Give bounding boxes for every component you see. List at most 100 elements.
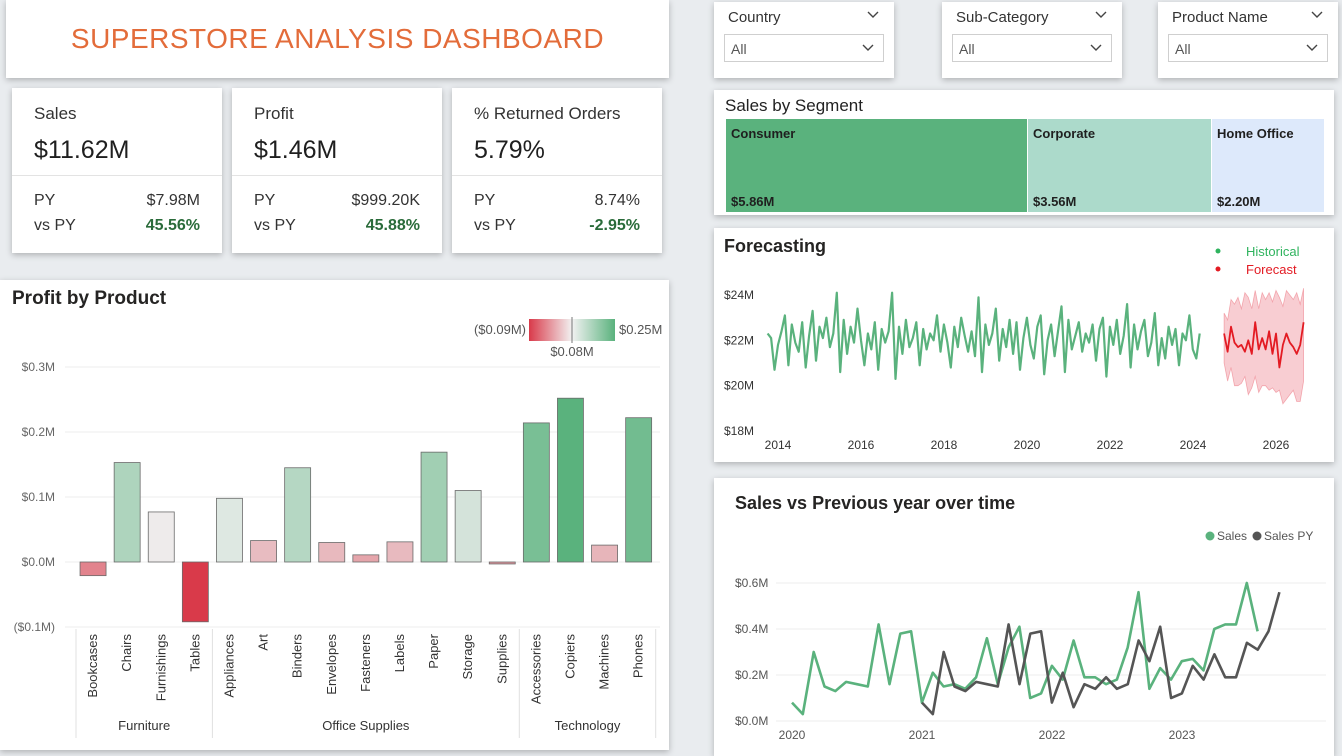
kpi-label: Sales [34, 104, 77, 123]
x-tick-label: Binders [290, 634, 305, 679]
x-tick-label: 2026 [1263, 438, 1290, 452]
kpi-py-label: PY [474, 192, 496, 209]
x-tick-label: 2021 [909, 728, 936, 742]
bar [591, 544, 618, 563]
x-tick-label: 2020 [779, 728, 806, 742]
bar [216, 497, 243, 563]
kpi-py-row: PY $7.98M [34, 192, 200, 210]
slicer-label: Country [728, 9, 781, 26]
dashboard-title: SUPERSTORE ANALYSIS DASHBOARD [70, 23, 605, 54]
kpi-label: % Returned Orders [474, 104, 621, 123]
chart-title: Sales vs Previous year over time [735, 493, 1016, 513]
kpi-divider [452, 175, 662, 176]
product-name-dropdown[interactable]: All [1168, 34, 1328, 62]
treemap-tile-corporate[interactable]: Corporate $3.56M [1028, 119, 1211, 212]
legend-sales-marker [1205, 531, 1215, 541]
x-tick-label: 2016 [848, 438, 875, 452]
bar [386, 541, 414, 563]
kpi-card-profit: Profit $1.46M PY $999.20K vs PY 45.88% [232, 88, 442, 253]
group-label: Furniture [118, 718, 170, 733]
kpi-py-row: PY 8.74% [474, 192, 640, 210]
tile-label: Corporate [1033, 126, 1096, 141]
kpi-vs-label: vs PY [34, 217, 76, 234]
chevron-down-icon[interactable] [1305, 41, 1319, 55]
x-tick-label: Fasteners [358, 634, 373, 692]
kpi-py-value: $999.20K [351, 192, 420, 209]
legend-historical-label: Historical [1246, 244, 1300, 259]
x-tick-label: 2022 [1039, 728, 1066, 742]
sales-py-line [921, 591, 1281, 716]
kpi-card-returned-orders: % Returned Orders 5.79% PY 8.74% vs PY -2.… [452, 88, 662, 253]
country-dropdown[interactable]: All [724, 34, 884, 62]
kpi-py-value: 8.74% [594, 192, 640, 209]
chevron-down-icon[interactable] [1094, 8, 1108, 22]
treemap-tile-consumer[interactable]: Consumer $5.86M [726, 119, 1027, 212]
chevron-down-icon[interactable] [1089, 41, 1103, 55]
x-tick-label: Copiers [562, 634, 577, 679]
x-tick-label: Envelopes [324, 634, 339, 695]
chevron-down-icon[interactable] [866, 8, 880, 22]
x-tick-label: Machines [597, 634, 612, 690]
legend-sales-label: Sales [1217, 529, 1247, 543]
historical-line [766, 291, 1201, 380]
kpi-vs-row: vs PY 45.88% [254, 217, 420, 235]
forecast-line [1223, 321, 1305, 369]
kpi-vs-label: vs PY [254, 217, 296, 234]
bar [488, 561, 516, 565]
treemap-tile-home-office[interactable]: Home Office $2.20M [1212, 119, 1324, 212]
bar [318, 542, 346, 563]
slicer-product-name: Product Name All [1158, 2, 1338, 78]
y-tick-label: $0.4M [735, 622, 768, 636]
y-tick-label: $0.0M [22, 555, 55, 569]
forecasting-card: Forecasting Historical Forecast $18M $20M… [714, 228, 1334, 462]
y-tick-label: $0.6M [735, 576, 768, 590]
chart-title: Profit by Product [12, 288, 167, 309]
sales-vs-py-card: Sales vs Previous year over time Sales S… [714, 478, 1334, 756]
bar [454, 490, 482, 563]
sub-category-dropdown[interactable]: All [952, 34, 1112, 62]
bar [113, 462, 141, 563]
sales-line [791, 581, 1259, 716]
dropdown-value: All [1175, 41, 1191, 57]
x-tick-label: Storage [460, 634, 475, 680]
slicer-label: Sub-Category [956, 9, 1049, 26]
chevron-down-icon[interactable] [861, 41, 875, 55]
y-tick-label: $0.3M [22, 360, 55, 374]
kpi-vs-label: vs PY [474, 217, 516, 234]
x-tick-label: Accessories [528, 634, 543, 705]
x-tick-label: Art [256, 634, 271, 651]
tile-label: Home Office [1217, 126, 1294, 141]
bar [625, 417, 653, 563]
kpi-label: Profit [254, 104, 294, 123]
x-tick-label: Appliances [221, 634, 236, 698]
tile-label: Consumer [731, 126, 796, 141]
kpi-py-row: PY $999.20K [254, 192, 420, 210]
kpi-py-value: $7.98M [146, 192, 200, 209]
sales-by-segment-card: Sales by Segment Consumer $5.86M Corpora… [714, 90, 1334, 215]
bar [420, 451, 448, 563]
kpi-vs-value: -2.95% [589, 217, 640, 234]
x-tick-label: Bookcases [85, 634, 100, 698]
sales-vs-py-chart: Sales Sales PY $0.0M $0.2M $0.4M $0.6M 2020 2… [735, 529, 1326, 742]
kpi-value: $1.46M [254, 136, 338, 164]
slicer-sub-category: Sub-Category All [942, 2, 1122, 78]
kpi-value: 5.79% [474, 136, 545, 164]
kpi-card-sales: Sales $11.62M PY $7.98M vs PY 45.56% [12, 88, 222, 253]
forecasting-chart: Historical Forecast $18M $20M $22M $24M 2014… [724, 244, 1305, 452]
x-tick-label: 2023 [1169, 728, 1196, 742]
kpi-vs-value: 45.56% [145, 217, 200, 234]
slicer-label: Product Name [1172, 9, 1268, 26]
x-tick-label: Phones [631, 634, 646, 679]
slicer-country: Country All [714, 2, 894, 78]
legend-min-label: ($0.09M) [474, 322, 526, 337]
x-tick-label: Chairs [119, 634, 134, 672]
y-tick-label: $0.1M [22, 490, 55, 504]
kpi-divider [12, 175, 222, 176]
x-tick-label: 2014 [765, 438, 792, 452]
chevron-down-icon[interactable] [1310, 8, 1324, 22]
profit-by-product-chart: ($0.09M) $0.25M $0.08M ($0.1M) $0.0M $0.1M… [14, 317, 662, 738]
legend-historical-marker [1215, 248, 1221, 254]
y-tick-label: $20M [724, 379, 754, 393]
y-tick-label: $24M [724, 288, 754, 302]
kpi-py-label: PY [254, 192, 276, 209]
